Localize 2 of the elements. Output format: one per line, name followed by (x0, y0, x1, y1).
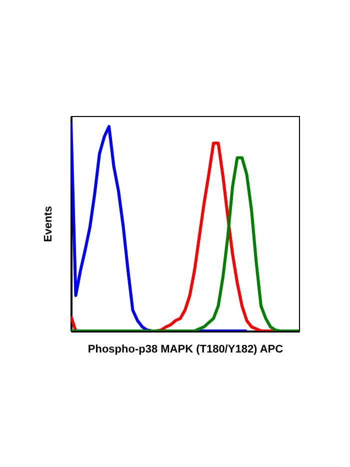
y-axis-title: Events (42, 206, 54, 242)
x-axis-title: Phospho-p38 MAPK (T180/Y182) APC (88, 344, 284, 356)
